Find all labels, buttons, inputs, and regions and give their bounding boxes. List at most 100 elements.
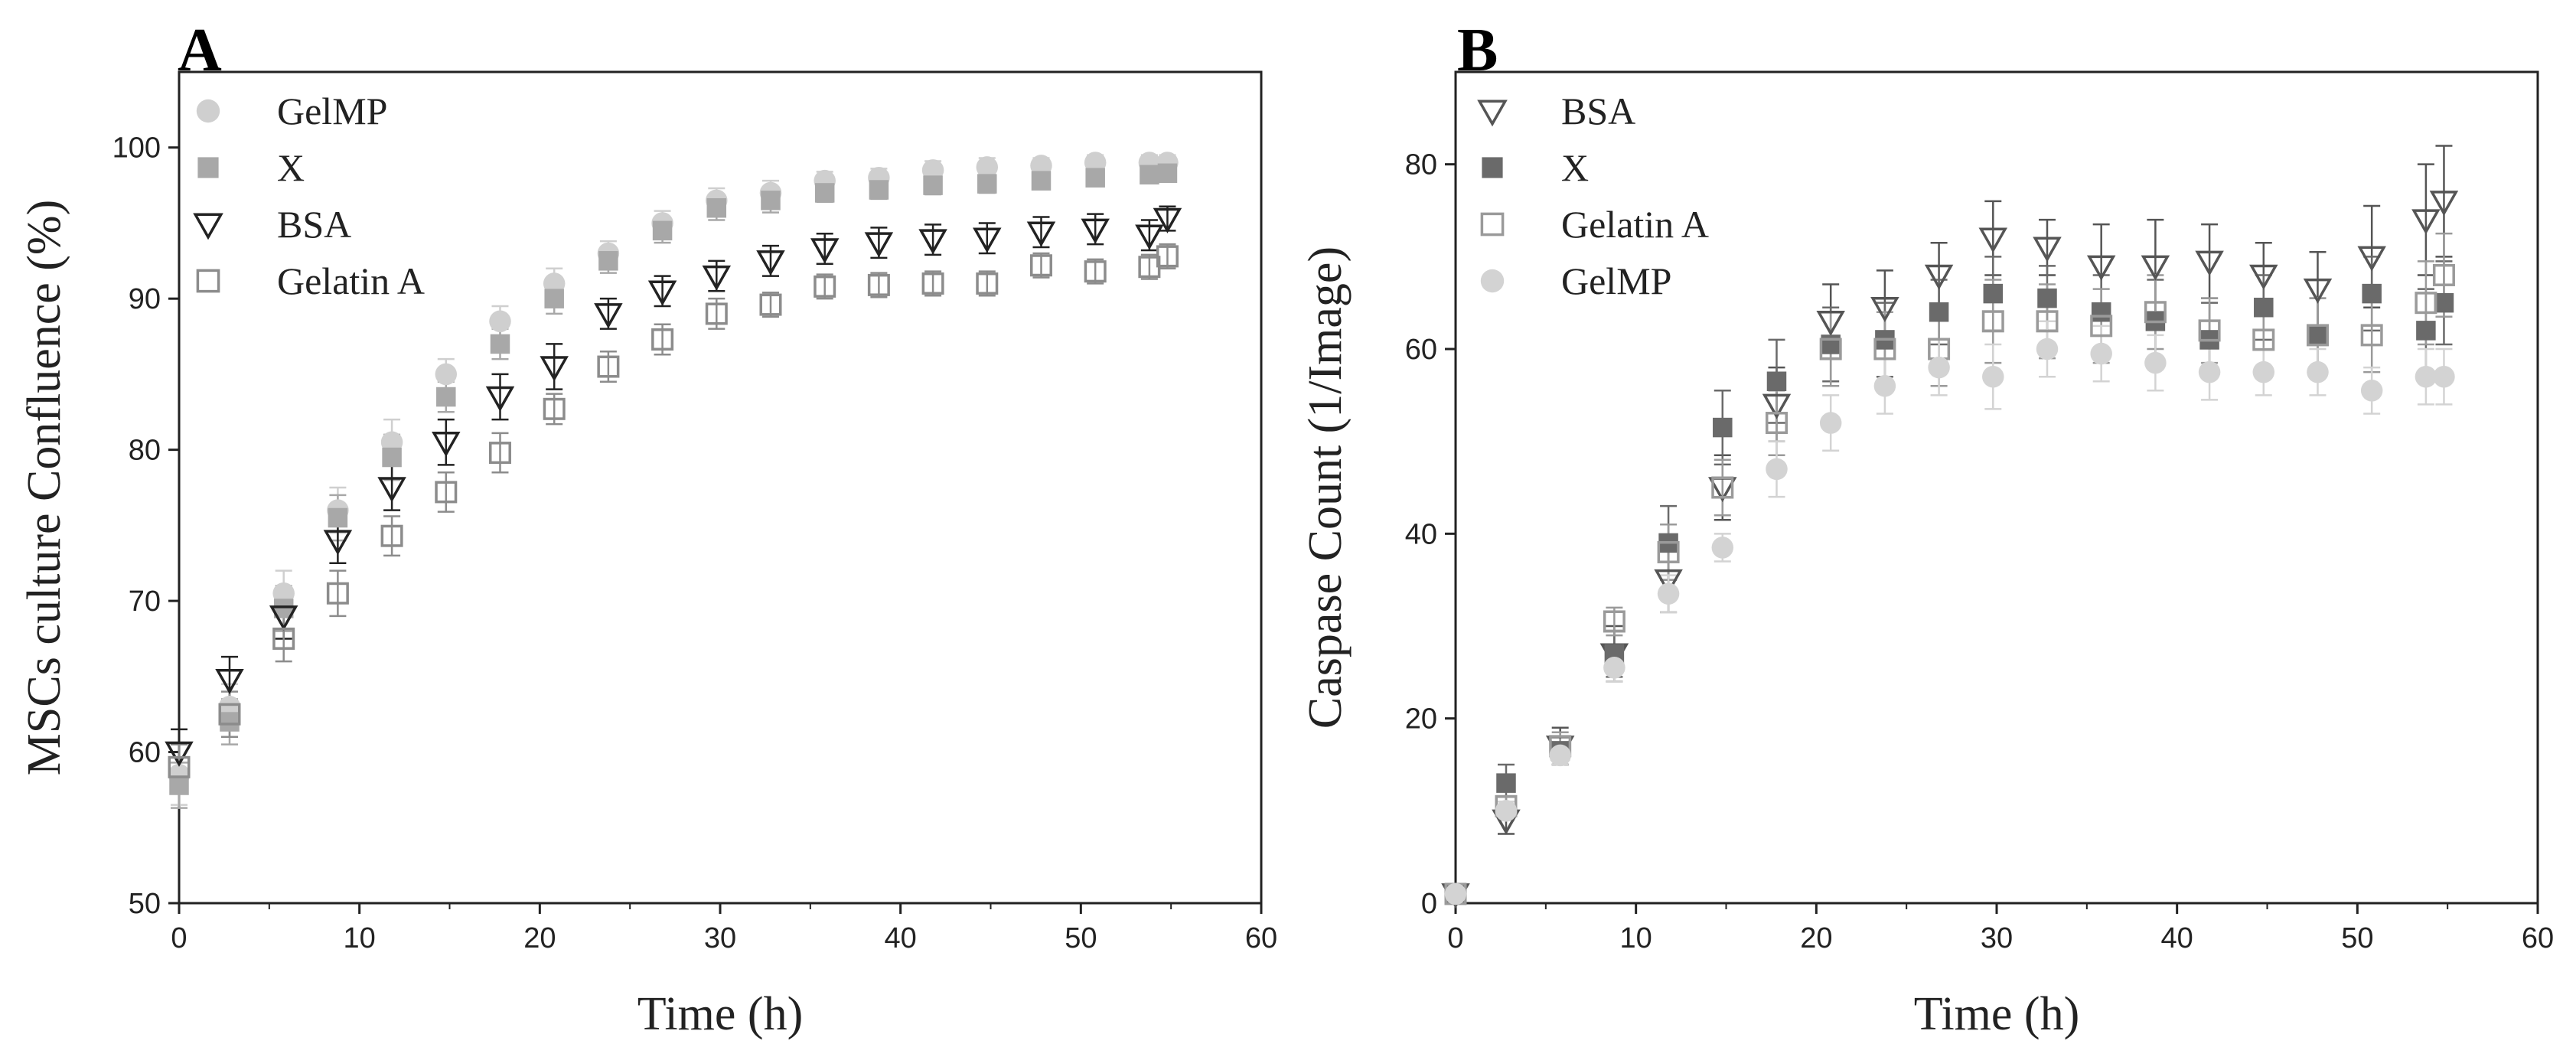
panel-b-markers [1441,191,2459,909]
point-x [706,197,727,218]
legend-label-x: X [1561,146,1589,189]
x-tick-label: 50 [1065,922,1097,954]
panel-b-x-axis-title: Time (h) [1914,988,2079,1040]
point-gelatin-a [218,703,241,726]
point-gelmp [489,310,511,333]
point-x [1821,334,1841,354]
point-gelmp [1982,365,2004,388]
point-gelatin-a [435,481,458,504]
point-gelatin-a [1029,254,1052,277]
point-x [923,175,943,195]
point-x [2362,283,2382,304]
point-bsa [864,232,894,258]
point-gelmp [2198,360,2221,383]
legend-marker-bsa [193,213,223,240]
point-gelatin-a [326,582,349,605]
y-tick-label: 60 [1405,334,1437,366]
point-x [977,174,997,194]
x-tick-label: 40 [2161,922,2193,954]
legend-label-gelatin-a: Gelatin A [277,259,425,302]
point-x [1766,371,1787,391]
point-bsa [1081,218,1110,244]
point-gelatin-a [380,524,403,547]
point-bsa [810,238,840,264]
legend-label-gelatin-a: Gelatin A [1561,203,1709,246]
point-gelatin-a [1657,540,1680,563]
point-bsa [269,605,298,631]
panel-b-letter: B [1457,17,1498,84]
y-tick-label: 80 [129,435,161,467]
point-gelmp [1928,356,1950,379]
point-bsa [1762,393,1792,419]
point-gelatin-a [2036,310,2059,333]
x-tick-label: 20 [1800,922,1832,954]
point-gelmp [2360,380,2383,402]
point-x [2254,297,2274,318]
point-bsa [1153,207,1182,233]
point-gelatin-a [2198,319,2221,342]
point-bsa [2303,278,2333,304]
point-gelatin-a [1711,476,1734,499]
x-tick-label: 30 [704,922,736,954]
y-tick-label: 80 [1405,149,1437,181]
y-tick-label: 100 [112,132,161,165]
point-bsa [973,227,1002,253]
point-gelmp [1711,537,1734,559]
panel-a-letter: A [178,17,222,84]
point-x [2091,302,2111,322]
legend-marker-bsa [1477,100,1508,127]
panel-a-error-bars [171,154,1176,809]
y-tick-label: 50 [129,888,161,920]
point-bsa [2357,246,2386,272]
y-tick-label: 70 [129,586,161,618]
point-bsa [1870,296,1899,322]
point-gelmp [1873,375,1896,397]
point-gelatin-a [2144,301,2167,324]
point-x [1713,417,1733,438]
point-gelmp [2036,338,2059,360]
x-tick-label: 60 [2522,922,2554,954]
legend-marker-x [197,157,219,178]
point-gelmp [2252,360,2275,383]
point-bsa [2141,255,2170,281]
point-gelatin-a [2432,263,2455,286]
point-bsa [918,229,947,255]
y-tick-label: 0 [1421,888,1437,920]
point-bsa [2033,237,2062,263]
point-x [169,775,189,795]
point-gelatin-a [1765,412,1788,435]
point-bsa [1026,221,1056,247]
point-x [2416,321,2436,341]
point-gelmp [435,363,458,386]
point-gelatin-a [1156,245,1179,268]
panel-a-markers [165,152,1182,795]
point-bsa [1978,227,2008,253]
point-gelatin-a [976,272,999,295]
legend-marker-gelmp [1480,269,1505,293]
point-gelmp [1819,412,1842,434]
point-bsa [1654,569,1683,595]
point-gelatin-a [597,355,620,378]
y-tick-label: 60 [129,737,161,769]
point-gelatin-a [759,293,782,316]
point-gelmp [2144,351,2167,374]
point-bsa [323,530,353,556]
y-tick-label: 90 [129,283,161,315]
point-bsa [540,356,569,382]
point-gelatin-a [814,275,836,298]
point-gelatin-a [1873,338,1896,360]
point-bsa [377,477,406,503]
point-x [490,334,510,354]
point-x [382,447,402,468]
y-tick-label: 20 [1405,703,1437,736]
legend-marker-gelatin-a [1480,212,1505,237]
point-x [1085,168,1105,188]
x-tick-label: 50 [2341,922,2373,954]
point-x [869,180,889,200]
legend-label-gelmp: GelMP [1561,259,1671,302]
panel-a-x-axis-title: Time (h) [637,988,803,1040]
point-x [2037,288,2057,308]
point-bsa [165,741,194,767]
point-gelmp [1495,800,1518,822]
